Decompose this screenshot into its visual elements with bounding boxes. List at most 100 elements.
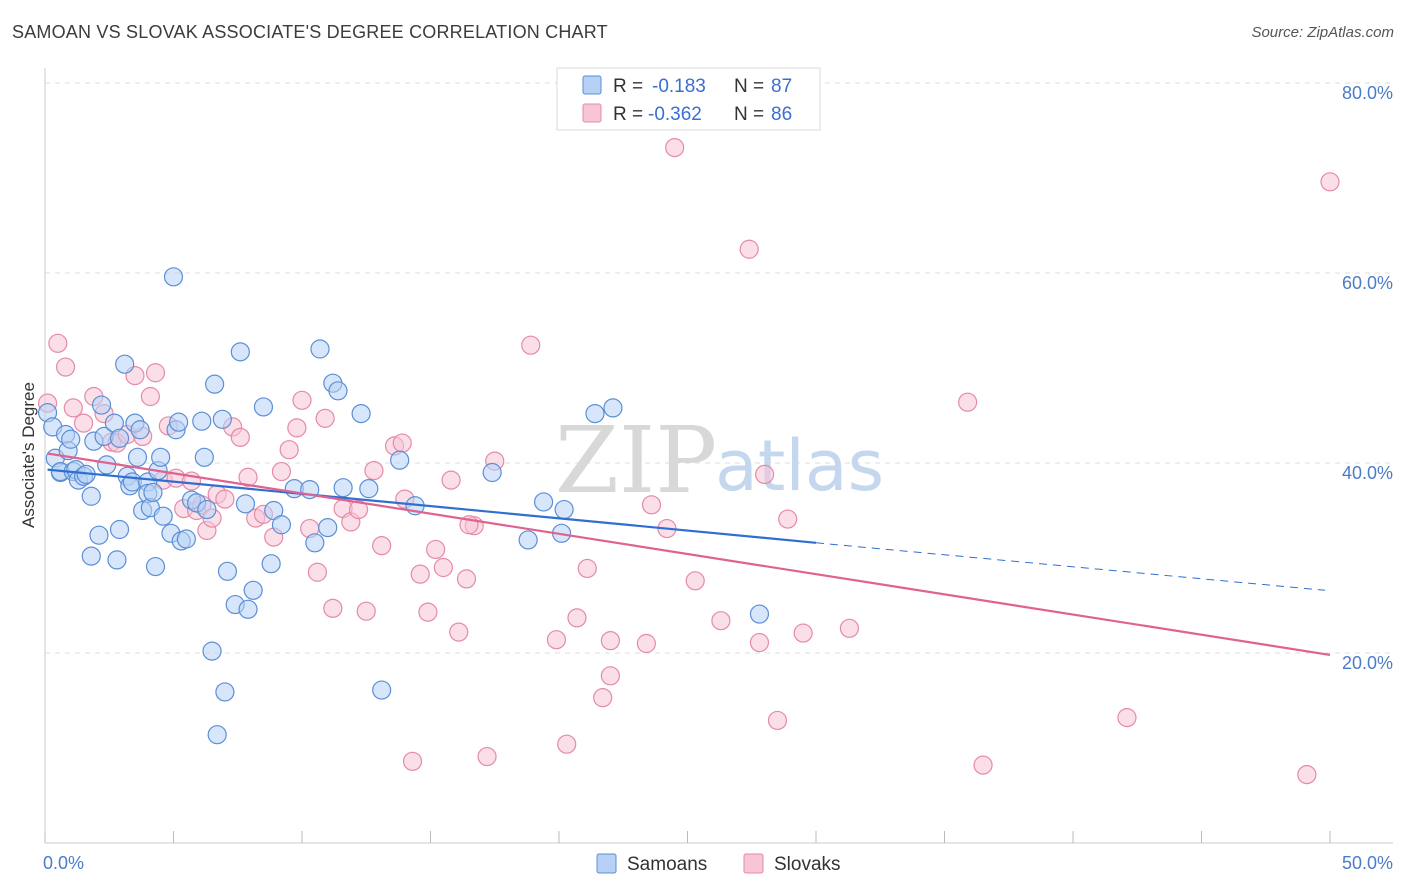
samoan-point	[243, 580, 263, 600]
samoan-point	[207, 725, 227, 745]
samoan-point	[151, 447, 171, 467]
series-legend: Samoans Slovaks	[596, 853, 841, 875]
samoan-point	[253, 397, 274, 417]
slovak-point	[271, 461, 292, 482]
legend-slovaks-r-label: R =	[613, 104, 643, 125]
samoan-point	[372, 680, 392, 700]
slovak-point	[600, 631, 621, 651]
legend-swatch-slovaks	[582, 103, 602, 123]
series-slovaks	[37, 138, 1340, 785]
samoan-point	[127, 447, 148, 467]
chart-title: SAMOAN VS SLOVAK ASSOCIATE'S DEGREE CORR…	[12, 22, 608, 42]
slovak-point	[410, 564, 430, 584]
slovak-point	[364, 461, 384, 481]
samoan-point	[328, 381, 348, 401]
slovak-point	[433, 557, 453, 578]
samoan-point	[533, 492, 554, 512]
slovak-point	[577, 558, 597, 579]
legend-slovaks-n-value: 86	[771, 104, 792, 125]
slovak-point	[238, 467, 258, 487]
samoan-point	[205, 374, 225, 394]
samoan-point	[351, 404, 371, 424]
trend-lines	[47, 452, 1331, 656]
samoans-trend-extension	[815, 542, 1326, 591]
slovak-point	[778, 509, 798, 529]
bottom-legend-label-slovaks[interactable]: Slovaks	[774, 854, 841, 875]
slovak-point	[685, 571, 705, 591]
legend-samoans-r-label: R =	[613, 76, 643, 97]
slovak-point	[754, 464, 775, 484]
slovak-point	[749, 632, 770, 653]
samoan-point	[143, 482, 163, 503]
slovak-point	[636, 633, 656, 654]
slovak-point	[292, 390, 312, 410]
series-samoans	[37, 267, 770, 745]
samoan-point	[192, 411, 212, 431]
watermark-atlas: atlas	[715, 425, 884, 507]
samoan-point	[359, 479, 379, 499]
legend-swatch-samoans	[582, 75, 602, 95]
slovak-point	[55, 357, 76, 377]
slovak-point	[402, 751, 423, 771]
samoan-point	[61, 429, 81, 449]
y-tick-label-40: 40.0%	[1342, 463, 1393, 483]
slovak-point	[839, 618, 860, 638]
bottom-legend-swatch-slovaks[interactable]	[743, 853, 764, 874]
samoan-point	[97, 455, 117, 475]
samoan-point	[230, 342, 250, 362]
slovak-point	[449, 622, 469, 642]
slovak-point	[73, 413, 94, 433]
slovak-point	[372, 536, 392, 556]
chart-source: Source: ZipAtlas.com	[1251, 24, 1394, 41]
slovak-point	[557, 734, 577, 754]
bottom-legend-label-samoans[interactable]: Samoans	[627, 854, 707, 875]
slovak-point	[287, 418, 307, 438]
watermark-zip: ZIP	[555, 407, 717, 514]
samoan-point	[749, 604, 770, 624]
grid-lines	[45, 82, 1393, 654]
samoan-point	[333, 478, 353, 498]
slovak-point	[441, 470, 461, 490]
y-tick-label-20: 20.0%	[1342, 653, 1393, 673]
slovak-point	[348, 499, 369, 520]
slovak-point	[307, 562, 328, 582]
slovak-point	[418, 602, 438, 622]
samoan-point	[194, 447, 214, 467]
slovak-point	[521, 335, 541, 355]
legend-samoans-r-value: -0.183	[652, 76, 706, 97]
samoan-point	[238, 599, 258, 619]
samoan-point	[305, 533, 325, 553]
x-tick-label-max: 50.0%	[1342, 853, 1393, 873]
legend-samoans-n-label: N =	[734, 76, 764, 97]
slovak-point	[793, 623, 813, 643]
samoan-point	[215, 682, 235, 702]
slovak-point	[477, 746, 497, 767]
samoan-point	[585, 404, 605, 424]
samoan-point	[261, 554, 281, 574]
slovak-point	[356, 601, 376, 621]
slovak-point	[1297, 764, 1317, 785]
slovak-point	[392, 433, 412, 453]
samoan-point	[109, 428, 130, 448]
slovak-point	[456, 569, 477, 589]
slovak-point	[323, 598, 343, 618]
samoans-trend-line	[47, 468, 817, 544]
slovak-point	[1117, 707, 1137, 728]
slovak-point	[641, 495, 662, 515]
bottom-legend-swatch-samoans[interactable]	[596, 853, 617, 874]
watermark: ZIP atlas	[555, 407, 884, 514]
samoan-point	[130, 420, 150, 440]
axes: 20.0% 40.0% 60.0% 80.0% 0.0% 50.0%	[43, 68, 1393, 873]
slovak-point	[145, 363, 166, 383]
stats-legend: R = -0.183 N = 87 R = -0.362 N = 86	[556, 67, 821, 131]
slovak-point	[315, 408, 335, 428]
samoan-point	[235, 494, 256, 514]
samoan-point	[115, 354, 135, 374]
samoan-point	[109, 519, 130, 540]
slovak-point	[426, 539, 446, 560]
slovak-point	[593, 688, 613, 708]
slovak-point	[279, 440, 299, 460]
samoan-point	[197, 499, 217, 520]
samoan-point	[318, 517, 338, 538]
